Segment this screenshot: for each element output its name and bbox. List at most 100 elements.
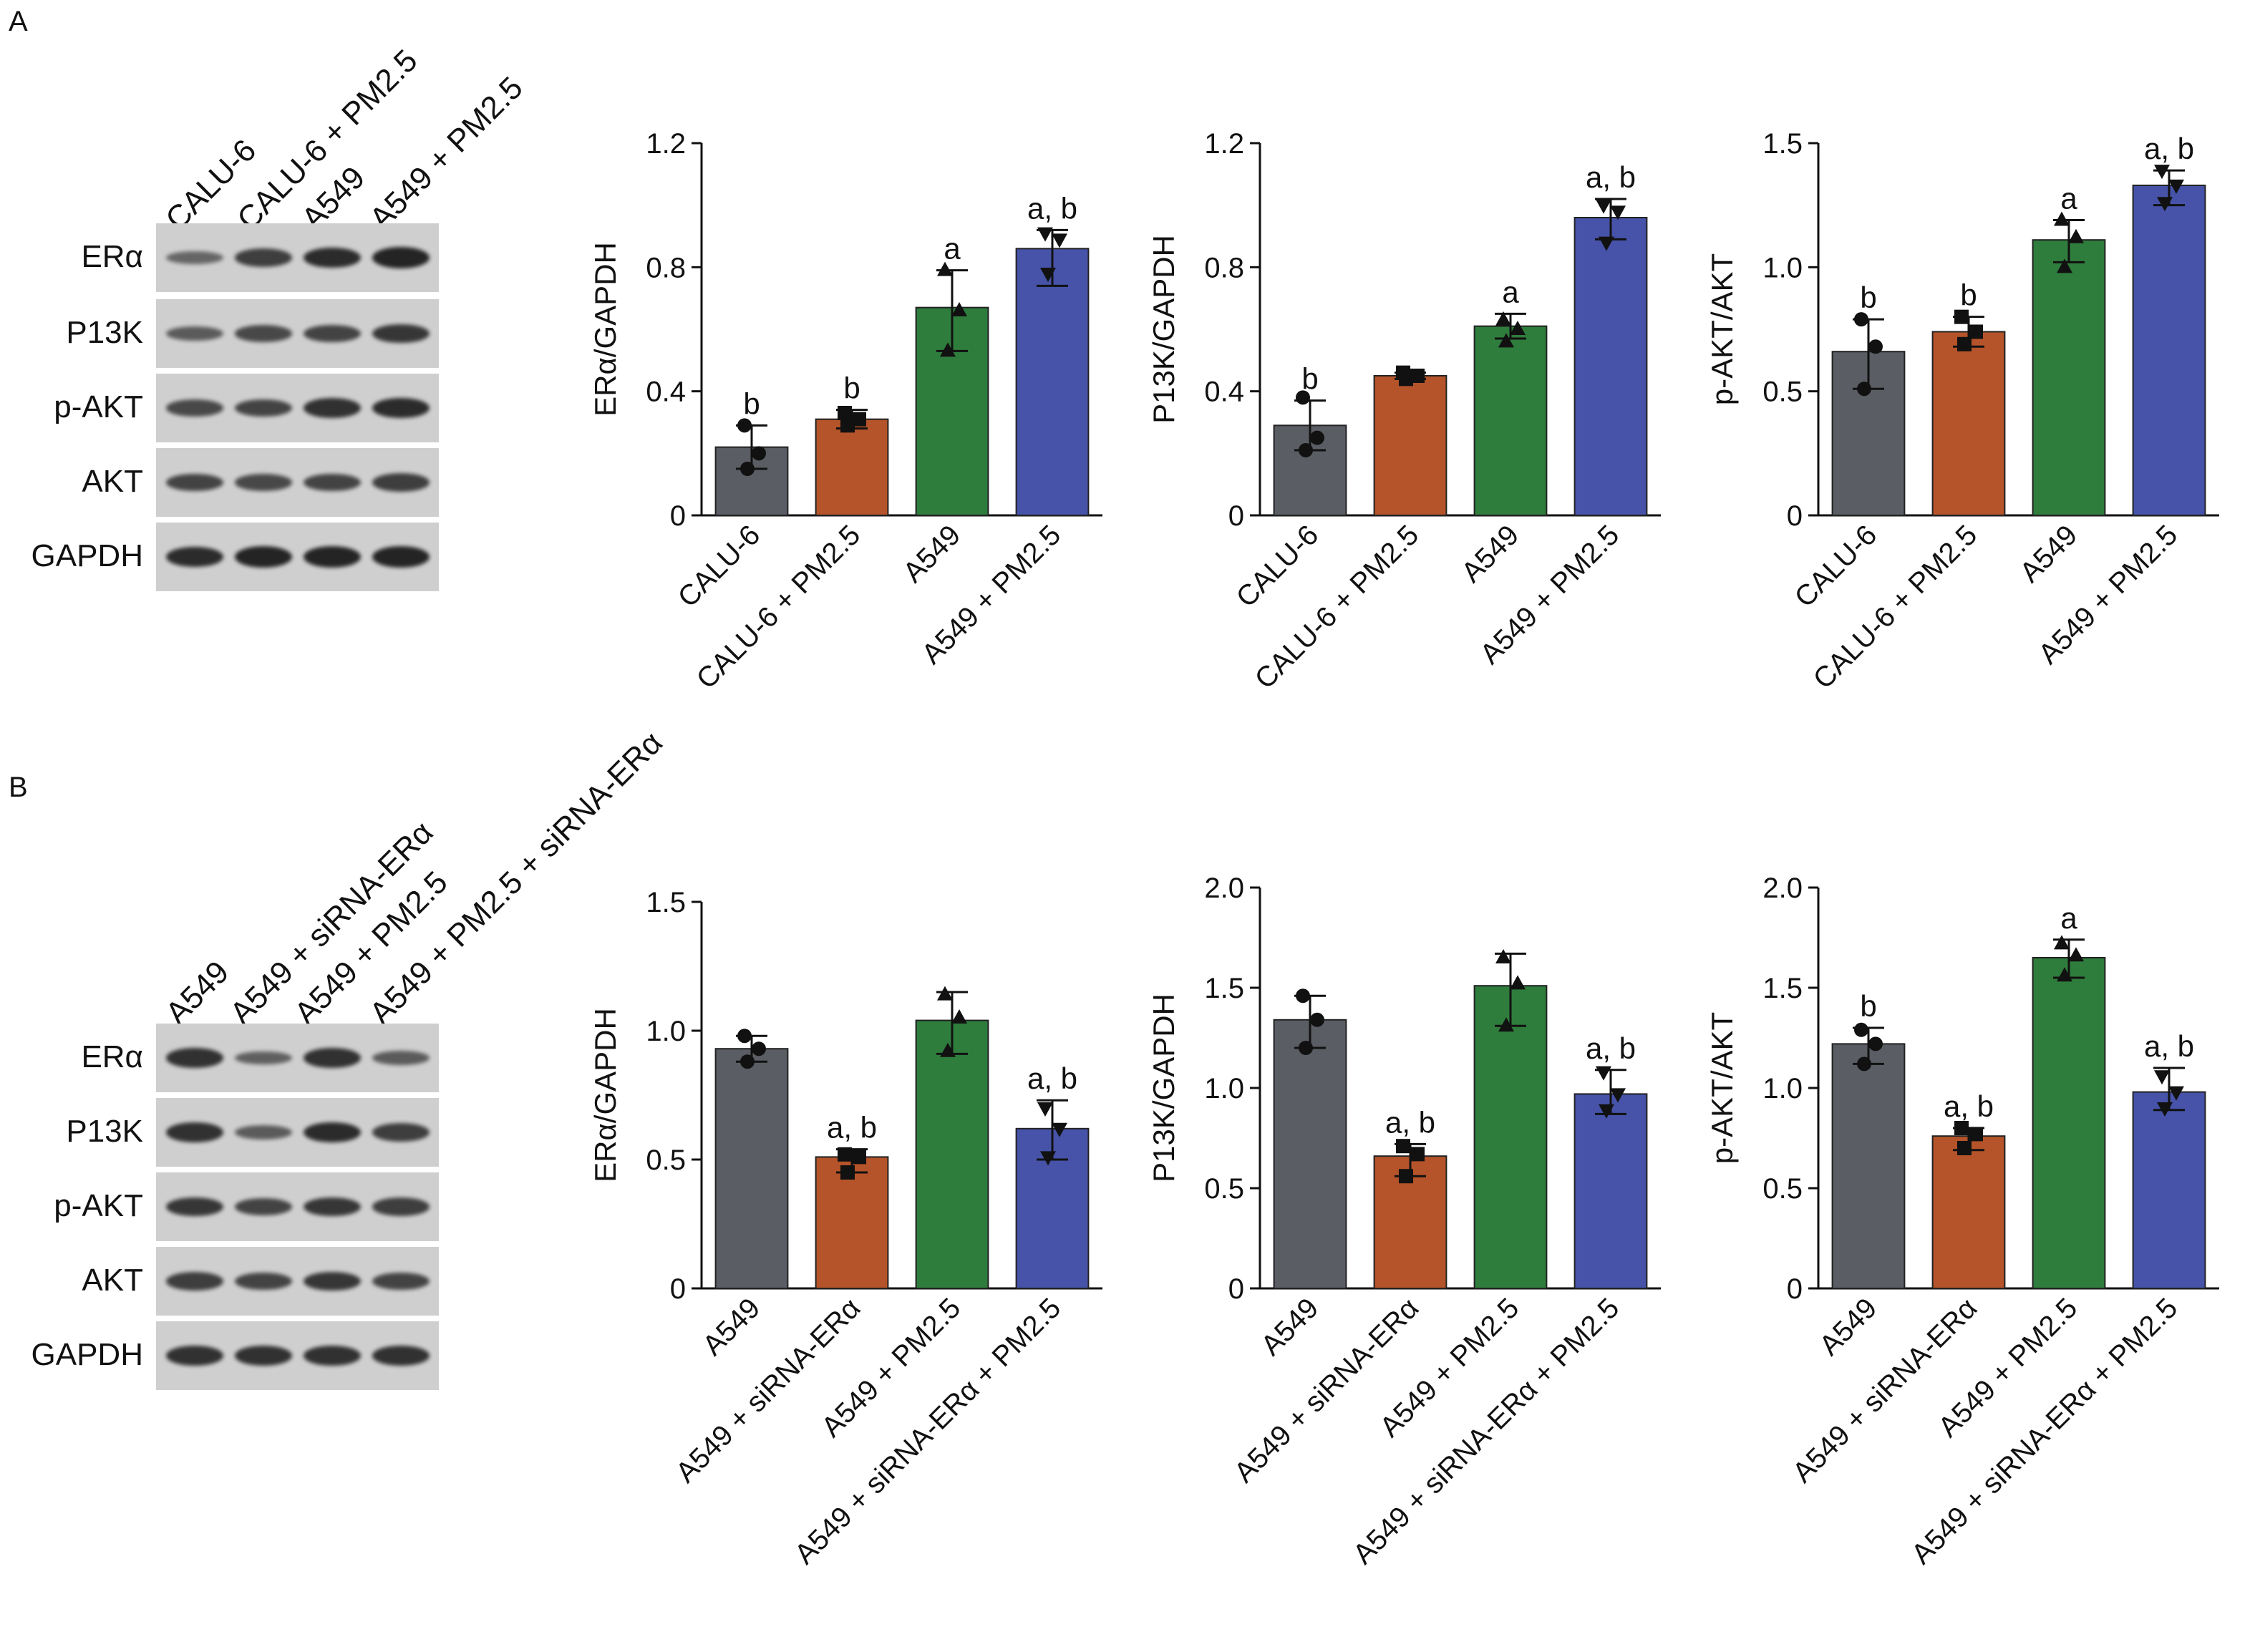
blot-row-label: p-AKT	[54, 389, 143, 424]
bar	[1573, 217, 1648, 516]
y-tick-label: 2.0	[1204, 873, 1244, 904]
data-point	[940, 1042, 956, 1057]
data-point	[1296, 390, 1310, 405]
y-axis-label: P13K/GAPDH	[1147, 993, 1180, 1182]
blot-row-label: ERα	[81, 239, 143, 274]
blot-band	[235, 1125, 292, 1140]
blot-band	[372, 247, 430, 268]
data-point	[1510, 321, 1526, 335]
blot-band	[372, 1123, 430, 1142]
blot-band	[304, 473, 361, 492]
bar	[815, 418, 889, 516]
data-point	[1040, 1151, 1056, 1166]
x-tick-label: A549	[697, 1292, 766, 1361]
y-tick-label: 0	[670, 1273, 686, 1305]
x-tick-label: A549 + siRNA-ERα	[1228, 1292, 1425, 1489]
data-point	[2057, 967, 2072, 982]
data-point	[1868, 339, 1883, 354]
data-point	[1857, 1056, 1871, 1072]
bar	[1931, 1135, 2006, 1290]
y-tick-label: 0	[1787, 1273, 1803, 1305]
y-tick-label: 0.5	[646, 1145, 686, 1176]
y-tick-label: 0	[1228, 1273, 1244, 1305]
blot-band	[235, 325, 292, 342]
significance-label: a, b	[1027, 191, 1077, 225]
data-point	[1969, 1127, 1983, 1142]
y-tick-label: 1.0	[1762, 1073, 1803, 1104]
blot-band	[235, 1051, 292, 1065]
data-point	[937, 986, 953, 1001]
y-tick-label: 1.5	[646, 887, 686, 918]
data-point	[2154, 1070, 2170, 1085]
data-point	[1510, 975, 1526, 990]
bar	[1015, 248, 1090, 516]
data-point	[1299, 443, 1313, 457]
bar	[2032, 957, 2106, 1289]
data-point	[1310, 1012, 1324, 1027]
data-point	[2157, 1102, 2173, 1117]
x-tick-label: A549	[2014, 519, 2083, 588]
blot-band	[235, 1197, 292, 1216]
y-tick-label: 0	[1228, 500, 1244, 532]
blot-band	[372, 1051, 430, 1065]
data-point	[1399, 1169, 1413, 1184]
blot-band	[166, 1048, 223, 1068]
data-point	[2157, 197, 2173, 212]
bar	[2132, 184, 2206, 517]
data-point	[1495, 311, 1511, 326]
data-point	[2054, 935, 2070, 950]
data-point	[737, 1029, 752, 1044]
significance-label: a	[2060, 181, 2077, 215]
x-tick-label: A549	[1255, 1292, 1324, 1361]
blot-strip	[156, 1172, 439, 1241]
data-point	[1957, 1141, 1972, 1155]
data-point	[1296, 988, 1310, 1004]
data-point	[1854, 312, 1868, 327]
blot-band	[372, 1197, 430, 1216]
y-tick-label: 0.4	[646, 376, 686, 408]
data-point	[1969, 324, 1983, 339]
y-tick-label: 1.2	[646, 128, 686, 160]
blot-band	[235, 1346, 292, 1366]
blot-row-label: P13K	[66, 1114, 143, 1149]
blot-band	[166, 1122, 223, 1142]
y-tick-label: 0.8	[646, 252, 686, 283]
blot-band	[166, 1197, 223, 1217]
data-point	[1052, 233, 1067, 248]
blot-strip	[156, 1098, 439, 1167]
blot-band	[304, 1122, 361, 1143]
blot-band	[304, 546, 361, 568]
significance-label: a, b	[1385, 1105, 1435, 1139]
data-point	[2054, 211, 2070, 226]
data-point	[740, 462, 755, 476]
x-tick-label: A549 + siRNA-ERα	[670, 1292, 867, 1489]
blot-band	[166, 251, 223, 264]
x-tick-label: CALU-6	[1231, 519, 1325, 613]
bar	[1931, 331, 2006, 516]
data-point	[1410, 369, 1425, 383]
data-point	[2168, 1086, 2184, 1101]
bar	[714, 1048, 789, 1289]
significance-label: a, b	[2144, 1029, 2194, 1063]
data-point	[1037, 1102, 1053, 1117]
data-point	[1957, 336, 1972, 351]
blot-row-label: AKT	[82, 1263, 143, 1298]
data-point	[1599, 236, 1614, 251]
x-tick-label: A549	[1455, 519, 1525, 588]
data-point	[2154, 165, 2170, 180]
significance-label: a, b	[1586, 160, 1636, 194]
y-tick-label: 2.0	[1762, 873, 1803, 904]
data-point	[852, 1150, 866, 1165]
y-tick-label: 1.0	[646, 1016, 686, 1047]
data-point	[1954, 1121, 1969, 1135]
data-point	[951, 302, 967, 316]
significance-label: b	[1301, 362, 1318, 396]
blot-strip	[156, 1247, 439, 1316]
bar-chart-b-p13k: 0 0.5 1.0 1.5 2.0 P13K/GAPDH A549 a, b A549 + si…	[1147, 873, 1661, 1570]
y-tick-label: 1.5	[1762, 973, 1803, 1004]
data-point	[2168, 179, 2184, 194]
y-tick-label: 0	[1787, 500, 1803, 532]
data-point	[1596, 1066, 1611, 1081]
x-tick-label: CALU-6	[1789, 519, 1883, 613]
y-tick-label: 0.5	[1762, 1173, 1803, 1205]
